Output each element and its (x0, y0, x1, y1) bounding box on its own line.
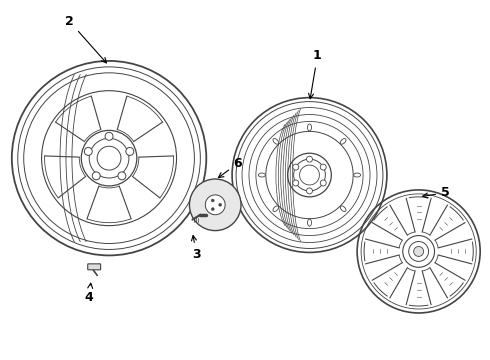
Text: 6: 6 (219, 157, 243, 177)
Circle shape (118, 172, 126, 180)
Circle shape (105, 132, 113, 140)
Text: 3: 3 (192, 235, 201, 261)
Ellipse shape (341, 206, 346, 212)
Circle shape (320, 180, 326, 186)
Circle shape (219, 203, 221, 206)
Circle shape (92, 172, 100, 180)
Text: 5: 5 (423, 186, 450, 199)
Ellipse shape (354, 173, 361, 177)
Circle shape (414, 247, 424, 256)
Ellipse shape (341, 139, 346, 144)
Circle shape (320, 164, 326, 170)
Ellipse shape (308, 124, 312, 131)
Text: 4: 4 (85, 283, 94, 303)
Ellipse shape (258, 173, 266, 177)
Text: 2: 2 (65, 15, 106, 63)
Circle shape (211, 199, 214, 202)
Ellipse shape (308, 219, 312, 226)
Circle shape (307, 156, 313, 162)
Ellipse shape (273, 206, 279, 212)
Ellipse shape (273, 139, 279, 144)
Circle shape (293, 180, 299, 186)
Circle shape (205, 195, 225, 215)
Circle shape (307, 188, 313, 194)
Text: 1: 1 (309, 49, 322, 99)
Circle shape (293, 164, 299, 170)
Circle shape (126, 148, 134, 156)
Circle shape (190, 179, 241, 231)
Circle shape (211, 208, 214, 211)
Circle shape (84, 148, 92, 156)
FancyBboxPatch shape (88, 264, 100, 270)
